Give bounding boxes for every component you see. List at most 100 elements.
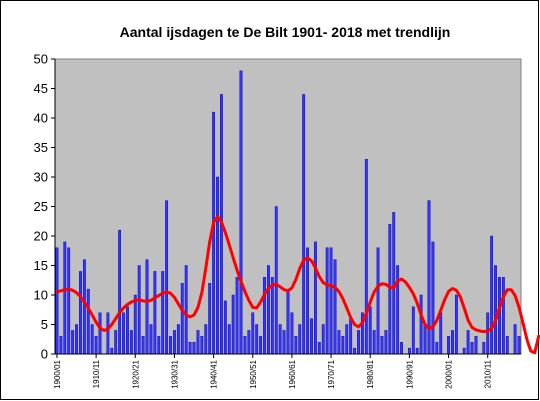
bar: [329, 247, 333, 355]
bar: [223, 300, 227, 355]
bar: [208, 283, 212, 355]
bar: [513, 324, 517, 355]
bar: [231, 294, 235, 355]
bar: [82, 259, 86, 355]
bar: [75, 324, 78, 355]
y-tick-label: 40: [34, 111, 48, 126]
y-tick-label: 30: [34, 170, 48, 185]
bar: [204, 324, 208, 355]
x-tick-label: 1940/41: [210, 359, 219, 388]
y-tick-label: 25: [34, 199, 48, 214]
bar: [94, 336, 98, 355]
bar: [216, 176, 219, 355]
bar: [400, 342, 403, 355]
bar: [368, 306, 372, 355]
bar: [122, 312, 125, 355]
bar: [498, 277, 501, 355]
bar: [419, 294, 423, 355]
x-tick-label: 1910/11: [92, 359, 101, 388]
bar: [447, 336, 450, 355]
bar: [435, 342, 439, 355]
bar: [157, 336, 161, 355]
bar: [126, 306, 129, 355]
bar: [55, 247, 59, 355]
bar: [255, 324, 259, 355]
bar: [243, 336, 247, 355]
y-tick-label: 15: [34, 258, 48, 273]
bar: [314, 241, 317, 355]
x-tick-label: 1960/61: [288, 359, 297, 388]
bar: [161, 271, 165, 355]
bar: [482, 342, 486, 355]
bar: [169, 336, 172, 355]
bar: [494, 265, 497, 355]
bar: [423, 324, 427, 355]
bar: [454, 294, 458, 355]
bar: [349, 318, 353, 355]
bar: [110, 347, 114, 355]
bar: [173, 330, 176, 355]
bar: [415, 347, 419, 355]
bar: [239, 70, 243, 355]
bar: [286, 288, 290, 355]
bar: [114, 330, 118, 355]
bar: [294, 336, 298, 355]
bar: [298, 324, 302, 355]
x-tick-label: 2000/01: [445, 359, 454, 388]
bar: [247, 330, 251, 355]
x-tick-label: 2010/11: [484, 359, 493, 388]
y-tick-label: 35: [34, 140, 48, 155]
bar: [263, 277, 266, 355]
bar: [505, 336, 509, 355]
bar: [267, 265, 270, 355]
bar: [290, 312, 294, 355]
bar: [376, 247, 380, 355]
bar: [411, 306, 415, 355]
bar: [67, 247, 71, 355]
bar: [59, 336, 63, 355]
bar: [227, 324, 231, 355]
bar: [380, 336, 384, 355]
bar: [310, 318, 313, 355]
bar: [345, 324, 349, 355]
bar: [165, 200, 169, 355]
x-tick-label: 1930/31: [170, 359, 179, 388]
bar: [79, 271, 82, 355]
bar: [90, 324, 94, 355]
y-tick-label: 0: [41, 347, 48, 362]
bar: [388, 223, 392, 355]
bar: [451, 330, 454, 355]
bar: [384, 330, 388, 355]
bar: [278, 324, 282, 355]
y-tick-label: 5: [41, 317, 48, 332]
bar: [235, 277, 239, 355]
bar: [517, 336, 521, 355]
bar: [486, 312, 490, 355]
bar: [149, 324, 153, 355]
x-tick-label: 1950/51: [249, 359, 258, 388]
bar: [106, 312, 110, 355]
bar: [270, 277, 274, 355]
bar: [470, 342, 474, 355]
y-tick-label: 45: [34, 81, 48, 96]
bar: [302, 94, 306, 355]
bar: [176, 324, 180, 355]
bar: [71, 330, 75, 355]
bar: [364, 159, 368, 355]
bar: [466, 330, 470, 355]
bar: [431, 241, 435, 355]
bar: [129, 330, 133, 355]
bar: [407, 347, 411, 355]
bar: [137, 265, 141, 355]
bar: [98, 312, 102, 355]
bar: [439, 312, 443, 355]
bar: [145, 259, 149, 355]
bar: [259, 336, 262, 355]
bar: [86, 288, 90, 355]
x-tick-label: 1920/21: [131, 359, 140, 388]
bar: [192, 342, 196, 355]
bar: [353, 347, 356, 355]
bar: [153, 271, 157, 355]
bar: [501, 277, 505, 355]
